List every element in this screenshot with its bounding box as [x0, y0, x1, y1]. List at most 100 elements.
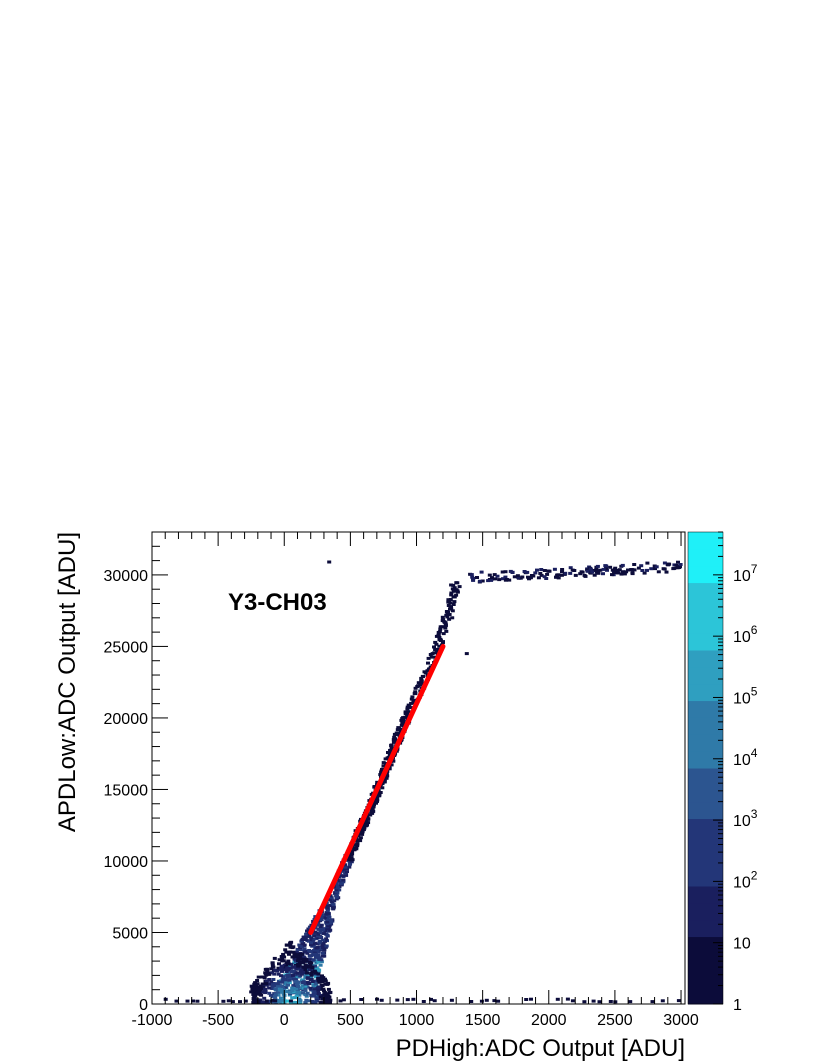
- heatmap-cell: [533, 571, 538, 575]
- heatmap-cell: [305, 951, 310, 955]
- heatmap-cell: [437, 644, 442, 648]
- heatmap-cell: [254, 999, 259, 1003]
- heatmap-cell: [542, 569, 547, 572]
- heatmap-cell: [312, 948, 317, 952]
- colorbar-tick-exponent: 7: [751, 562, 758, 576]
- heatmap-cell: [516, 575, 521, 579]
- heatmap-cell: [449, 605, 453, 609]
- colorbar: 1 10 102 103 104 105 106 107: [687, 531, 758, 1014]
- heatmap-cell: [578, 572, 583, 576]
- heatmap-cell: [320, 997, 325, 1001]
- colorbar-band: [688, 852, 723, 870]
- heatmap-cell: [314, 946, 319, 950]
- heatmap-cell: [304, 932, 309, 936]
- heatmap-cell: [294, 987, 299, 991]
- heatmap-cell: [351, 846, 356, 850]
- heatmap-cell: [327, 923, 331, 927]
- heatmap-cell: [470, 575, 475, 579]
- heatmap-cell: [449, 591, 454, 595]
- heatmap-cell: [307, 939, 311, 943]
- heatmap-cell: [329, 918, 333, 922]
- heatmap-cell: [281, 952, 286, 956]
- heatmap-cell: [316, 974, 321, 978]
- heatmap-cell: [347, 858, 352, 862]
- heatmap-cell: [325, 920, 330, 924]
- heatmap-cell: [312, 993, 317, 997]
- heatmap-cell: [322, 989, 326, 993]
- heatmap-cell: [317, 968, 322, 972]
- heatmap-cell: [256, 985, 260, 989]
- heatmap-cell: [314, 993, 319, 997]
- heatmap-cell: [275, 969, 280, 973]
- heatmap-cell: [272, 956, 277, 960]
- y-tick-label: 20000: [104, 711, 149, 728]
- heatmap-cell: [317, 945, 322, 949]
- heatmap-cell: [340, 874, 345, 878]
- heatmap-cell: [497, 578, 502, 582]
- heatmap-cell: [266, 972, 271, 976]
- heatmap-cell: [321, 942, 326, 946]
- x-tick-label: 2000: [531, 1012, 567, 1029]
- heatmap-cell: [308, 961, 312, 964]
- heatmap-cell: [489, 578, 494, 582]
- heatmap-cell: [277, 980, 282, 984]
- heatmap-cell: [389, 743, 394, 747]
- heatmap-cell: [560, 570, 564, 574]
- heatmap-cell: [310, 966, 315, 970]
- heatmap-cell: [287, 973, 292, 977]
- heatmap-cell: [297, 943, 302, 947]
- heatmap-cell: [314, 966, 319, 970]
- heatmap-cell: [262, 996, 267, 1000]
- heatmap-cell: [281, 996, 286, 1000]
- heatmap-cell: [446, 604, 451, 607]
- heatmap-cell: [622, 572, 627, 576]
- heatmap-cell: [405, 998, 410, 1002]
- heatmap-cell: [484, 998, 489, 1002]
- heatmap-cell: [434, 642, 439, 646]
- colorbar-band: [688, 666, 723, 685]
- heatmap-cell: [300, 938, 305, 941]
- heatmap-cell: [412, 691, 417, 695]
- x-tick-label: 2500: [597, 1012, 633, 1029]
- heatmap-cell: [544, 577, 549, 580]
- heatmap-cell: [328, 998, 333, 1002]
- heatmap-cell: [654, 565, 659, 569]
- heatmap-cell: [445, 615, 450, 619]
- fit-line-group: [308, 643, 446, 935]
- heatmap-cell: [595, 564, 600, 568]
- heatmap-cell: [305, 968, 310, 972]
- heatmap-cell: [309, 936, 314, 940]
- heatmap-cell: [318, 930, 323, 934]
- heatmap-cell: [493, 577, 498, 581]
- heatmap-cell: [560, 568, 565, 571]
- heatmap-cell: [349, 859, 354, 863]
- heatmap-cell: [538, 571, 543, 575]
- heatmap-cell: [341, 998, 346, 1002]
- heatmap-cell: [409, 701, 414, 705]
- heatmap-cell: [380, 786, 385, 790]
- heatmap-cell: [297, 957, 302, 961]
- heatmap-cell: [283, 982, 288, 986]
- heatmap-cell: [452, 600, 457, 604]
- y-tick-label: 30000: [104, 568, 149, 585]
- heatmap-cell: [591, 999, 596, 1003]
- heatmap-cell: [419, 676, 424, 680]
- heatmap-cell: [508, 569, 513, 573]
- heatmap-cell: [253, 986, 258, 990]
- heatmap-cell: [292, 961, 297, 965]
- heatmap-cell: [452, 595, 457, 599]
- heatmap-cell: [416, 681, 421, 685]
- heatmap-cell: [539, 568, 544, 571]
- heatmap-cell: [309, 988, 314, 992]
- heatmap-cell: [313, 964, 318, 968]
- heatmap-cell: [656, 570, 661, 574]
- colorbar-band: [688, 532, 723, 550]
- heatmap-cell: [317, 958, 322, 962]
- heatmap-cell: [260, 982, 265, 986]
- heatmap-cell: [305, 929, 309, 933]
- heatmap-cell: [676, 999, 681, 1003]
- heatmap-cell: [309, 975, 314, 979]
- heatmap-cell: [312, 969, 317, 973]
- heatmap-cell: [316, 923, 321, 927]
